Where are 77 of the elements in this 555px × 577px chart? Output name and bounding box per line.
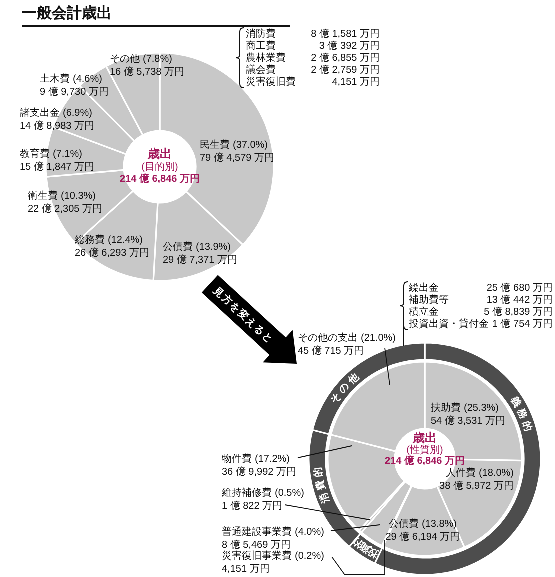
text: 補助費等 [409, 294, 449, 306]
text: 214 億 6,846 万円 [120, 173, 200, 185]
data-label: (4.6%) [73, 74, 102, 85]
text: 15 億 1,847 万円 [20, 161, 94, 173]
slice-label: 教育費 [20, 148, 50, 160]
slice-label: 人件費 [446, 467, 476, 479]
text: 4,151 万円 [332, 77, 380, 88]
slice-label: 総務費 [74, 234, 105, 246]
slice-label: その他 [329, 369, 364, 406]
slice-label: 災害復旧事業費 [222, 550, 292, 562]
text: 79 億 4,579 万円 [200, 152, 274, 164]
data-label: (13.9%) [196, 242, 232, 253]
text: 議会費 [246, 64, 276, 76]
text: 45 億 715 万円 [298, 345, 364, 357]
data-label: (25.3%) [464, 403, 500, 414]
data-label: (18.0%) [479, 468, 514, 479]
slice-label: 公債費 [163, 241, 193, 253]
slice-label: 消費的 [312, 464, 333, 506]
data-label: (12.4%) [108, 235, 144, 246]
slice-label: 普通建設事業費 [222, 526, 292, 538]
data-label: (17.2%) [255, 454, 290, 465]
slice-label: その他 [110, 53, 140, 65]
data-label: (7.8%) [143, 54, 172, 65]
text: 22 億 2,305 万円 [28, 203, 102, 215]
text: 2 億 6,855 万円 [311, 52, 380, 64]
text: 25 億 680 万円 [486, 282, 553, 294]
text: 消防費 [246, 28, 276, 40]
text: 29 億 6,194 万円 [386, 531, 460, 543]
text: 29 億 7,371 万円 [163, 254, 238, 266]
data-label: (10.3%) [61, 191, 96, 202]
text: 214 億 6,846 万円 [384, 455, 466, 467]
text: 16 億 5,738 万円 [110, 66, 184, 78]
slice-label: 諸支出金 [20, 107, 60, 119]
slice-label: その他の支出 [298, 332, 358, 344]
slice-label: 衛生費 [28, 190, 58, 202]
text: 見方を変えると [210, 284, 276, 346]
data-label: (21.0%) [361, 333, 396, 344]
chart-title: 一般会計歳出 [22, 5, 112, 22]
text: 1 億 754 万円 [492, 318, 553, 330]
text: 14 億 8,983 万円 [20, 120, 94, 132]
data-label: (0.2%) [295, 551, 324, 562]
text: 歳出 [412, 431, 437, 445]
slice-label: 投資的 [351, 536, 382, 562]
text: 農林業費 [246, 52, 286, 64]
data-label: (6.9%) [63, 108, 92, 119]
text: 9 億 9,730 万円 [40, 86, 109, 98]
data-label: (13.8%) [422, 519, 458, 530]
slice-label: 民生費 [200, 139, 230, 151]
text: 商工費 [246, 40, 276, 52]
text: 繰出金 [408, 282, 439, 294]
slice-label: 土木費 [40, 73, 70, 85]
data-label: (7.1%) [53, 149, 82, 160]
data-label: (0.5%) [275, 488, 304, 499]
data-label: (4.0%) [295, 527, 324, 538]
text: 36 億 9,992 万円 [222, 466, 296, 478]
text: 2 億 2,759 万円 [311, 64, 380, 76]
text: (性質別) [406, 444, 444, 456]
text: 4,151 万円 [222, 564, 270, 575]
text: 8 億 5,469 万円 [222, 539, 291, 551]
slice-label: 扶助費 [430, 402, 461, 414]
text: 歳出 [147, 147, 172, 161]
text: 13 億 442 万円 [486, 294, 553, 306]
text: (目的別) [142, 162, 178, 173]
text: 投資出資・貸付金 [408, 318, 489, 330]
text: 38 億 5,972 万円 [440, 480, 514, 492]
text: 3 億 392 万円 [319, 40, 380, 52]
slice-label: 物件費 [222, 453, 252, 465]
text: 1 億 822 万円 [222, 500, 283, 512]
text: 26 億 6,293 万円 [75, 247, 150, 259]
text: 積立金 [409, 306, 439, 318]
data-label: (37.0%) [233, 140, 268, 151]
text: 8 億 1,581 万円 [311, 28, 380, 40]
slice-label: 義務的 [508, 394, 536, 436]
slice-label: 維持補修費 [221, 487, 272, 499]
text: 54 億 3,531 万円 [431, 415, 506, 427]
text: 災害復旧費 [246, 76, 296, 88]
text: 5 億 8,839 万円 [484, 306, 553, 318]
